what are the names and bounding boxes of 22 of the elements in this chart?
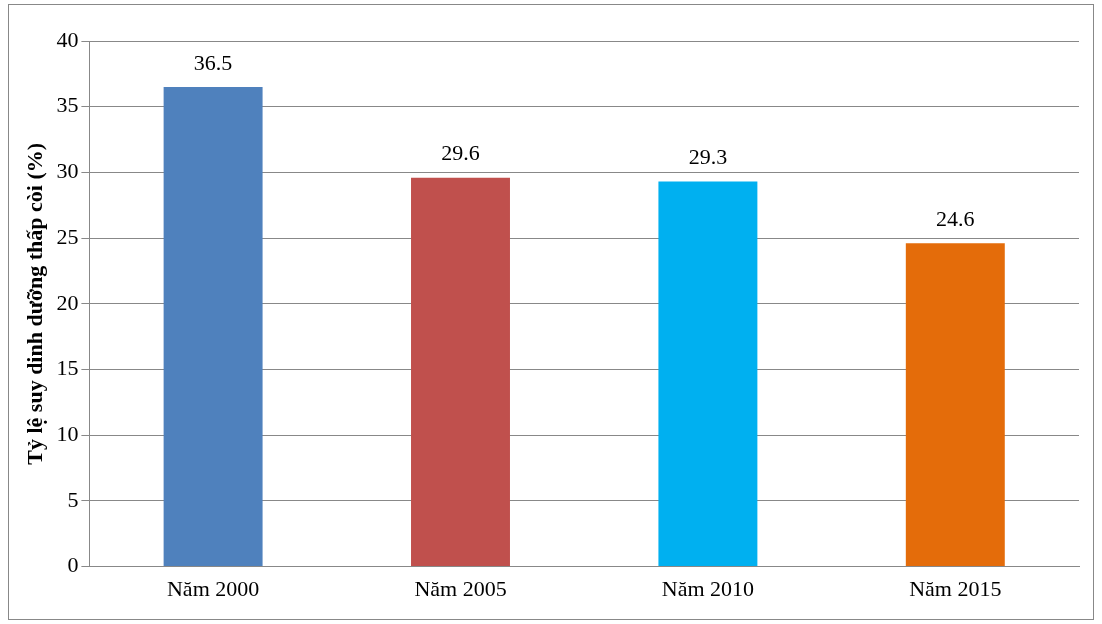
y-tick-label: 0 (67, 552, 79, 578)
y-tick-label: 20 (56, 289, 79, 315)
y-tick-label: 5 (67, 486, 79, 512)
data-label: 29.3 (688, 144, 728, 170)
bar (658, 181, 758, 567)
y-tick-label: 40 (56, 26, 79, 52)
y-tick-label: 10 (56, 420, 79, 446)
bar (905, 243, 1005, 567)
bar (163, 86, 263, 567)
y-tick-label: 25 (56, 223, 79, 249)
x-tick-label: Năm 2010 (661, 575, 755, 601)
y-axis-title: Tỷ lệ suy dinh dưỡng thấp còi (%) (21, 142, 47, 465)
x-tick-label: Năm 2005 (414, 575, 507, 601)
x-tick-label: Năm 2015 (909, 575, 1002, 601)
y-tick-label: 15 (56, 355, 79, 381)
y-tick-label: 35 (56, 92, 79, 118)
data-label: 24.6 (936, 206, 975, 232)
data-label: 29.6 (441, 140, 480, 166)
y-tick-label: 30 (56, 158, 79, 184)
x-tick-label: Năm 2000 (166, 575, 260, 601)
bar (411, 177, 510, 567)
data-label: 36.5 (193, 49, 233, 75)
